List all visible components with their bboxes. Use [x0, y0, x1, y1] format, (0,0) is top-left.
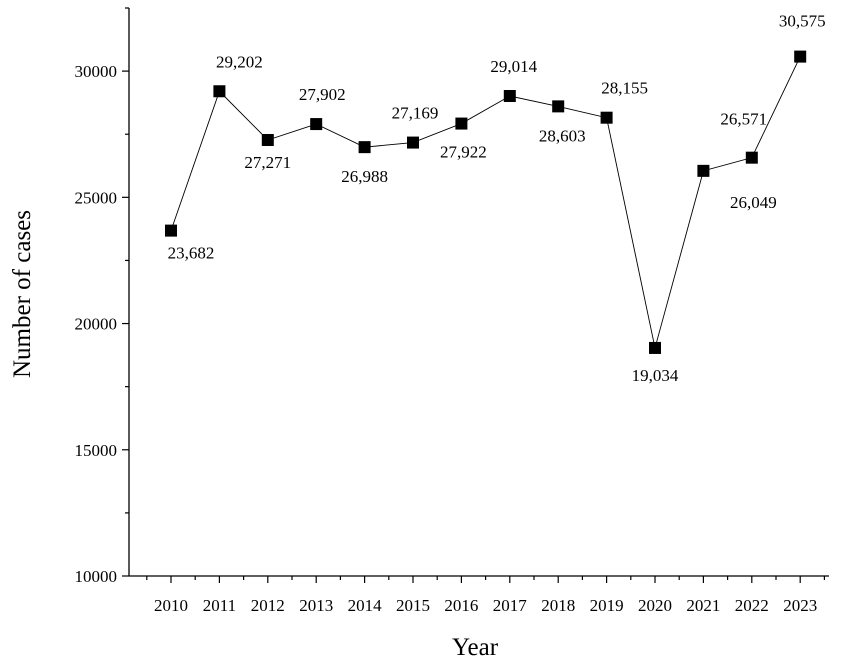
- data-point-marker: [503, 90, 516, 103]
- data-point-marker: [794, 50, 807, 63]
- data-label: 19,034: [632, 366, 679, 385]
- x-tick-label: 2012: [251, 596, 285, 615]
- data-label: 26,049: [730, 193, 777, 212]
- axes: [128, 8, 829, 577]
- y-axis-title: Number of cases: [9, 210, 36, 378]
- data-labels: 23,682 29,202 27,271 27,902 26,988 27,169 27,9…: [168, 12, 826, 385]
- series-line: [170, 56, 801, 349]
- data-point-marker: [455, 117, 468, 130]
- data-point-marker: [697, 164, 710, 177]
- x-tick-label: 2018: [541, 596, 575, 615]
- data-point-marker: [213, 85, 226, 98]
- data-point-marker: [358, 141, 371, 154]
- data-point-marker: [165, 224, 177, 237]
- data-label: 29,014: [490, 57, 537, 76]
- x-ticks: 2010 2011 2012 2013 2014 2015 2016 2017 2018 2019…: [146, 576, 826, 615]
- data-label: 29,202: [216, 52, 263, 71]
- x-axis-title: Year: [452, 634, 499, 661]
- data-label: 26,988: [341, 167, 388, 186]
- x-tick-label: 2013: [299, 596, 333, 615]
- data-point-marker: [600, 111, 613, 124]
- y-tick-label: 20000: [75, 315, 118, 334]
- data-label: 30,575: [779, 12, 826, 31]
- data-point-marker: [310, 118, 323, 131]
- x-tick-label: 2011: [203, 596, 236, 615]
- data-label: 28,603: [539, 126, 586, 145]
- markers: [165, 50, 807, 354]
- data-label: 23,682: [168, 244, 215, 263]
- y-tick-label: 15000: [75, 441, 118, 460]
- data-label: 27,922: [440, 143, 487, 162]
- data-point-marker: [745, 151, 758, 164]
- data-label: 26,571: [720, 110, 767, 129]
- data-point-marker: [649, 341, 661, 354]
- data-label: 27,271: [244, 153, 291, 172]
- data-label: 28,155: [601, 79, 648, 98]
- x-tick-label: 2019: [590, 596, 624, 615]
- y-ticks: 10000 15000 20000 25000 30000: [75, 7, 129, 586]
- x-tick-label: 2014: [348, 596, 383, 615]
- y-tick-label: 10000: [75, 567, 118, 586]
- x-tick-label: 2016: [444, 596, 478, 615]
- x-tick-label: 2017: [493, 596, 528, 615]
- x-tick-label: 2015: [396, 596, 430, 615]
- x-tick-label: 2010: [154, 596, 188, 615]
- data-label: 27,169: [392, 104, 439, 123]
- y-tick-label: 30000: [75, 62, 118, 81]
- y-tick-label: 25000: [75, 188, 118, 207]
- data-point-marker: [552, 100, 565, 113]
- data-point-marker: [261, 134, 274, 147]
- x-tick-label: 2020: [638, 596, 672, 615]
- x-tick-label: 2023: [783, 596, 817, 615]
- x-tick-label: 2021: [686, 596, 720, 615]
- data-label: 27,902: [299, 85, 346, 104]
- data-point-marker: [407, 136, 419, 149]
- x-tick-label: 2022: [735, 596, 769, 615]
